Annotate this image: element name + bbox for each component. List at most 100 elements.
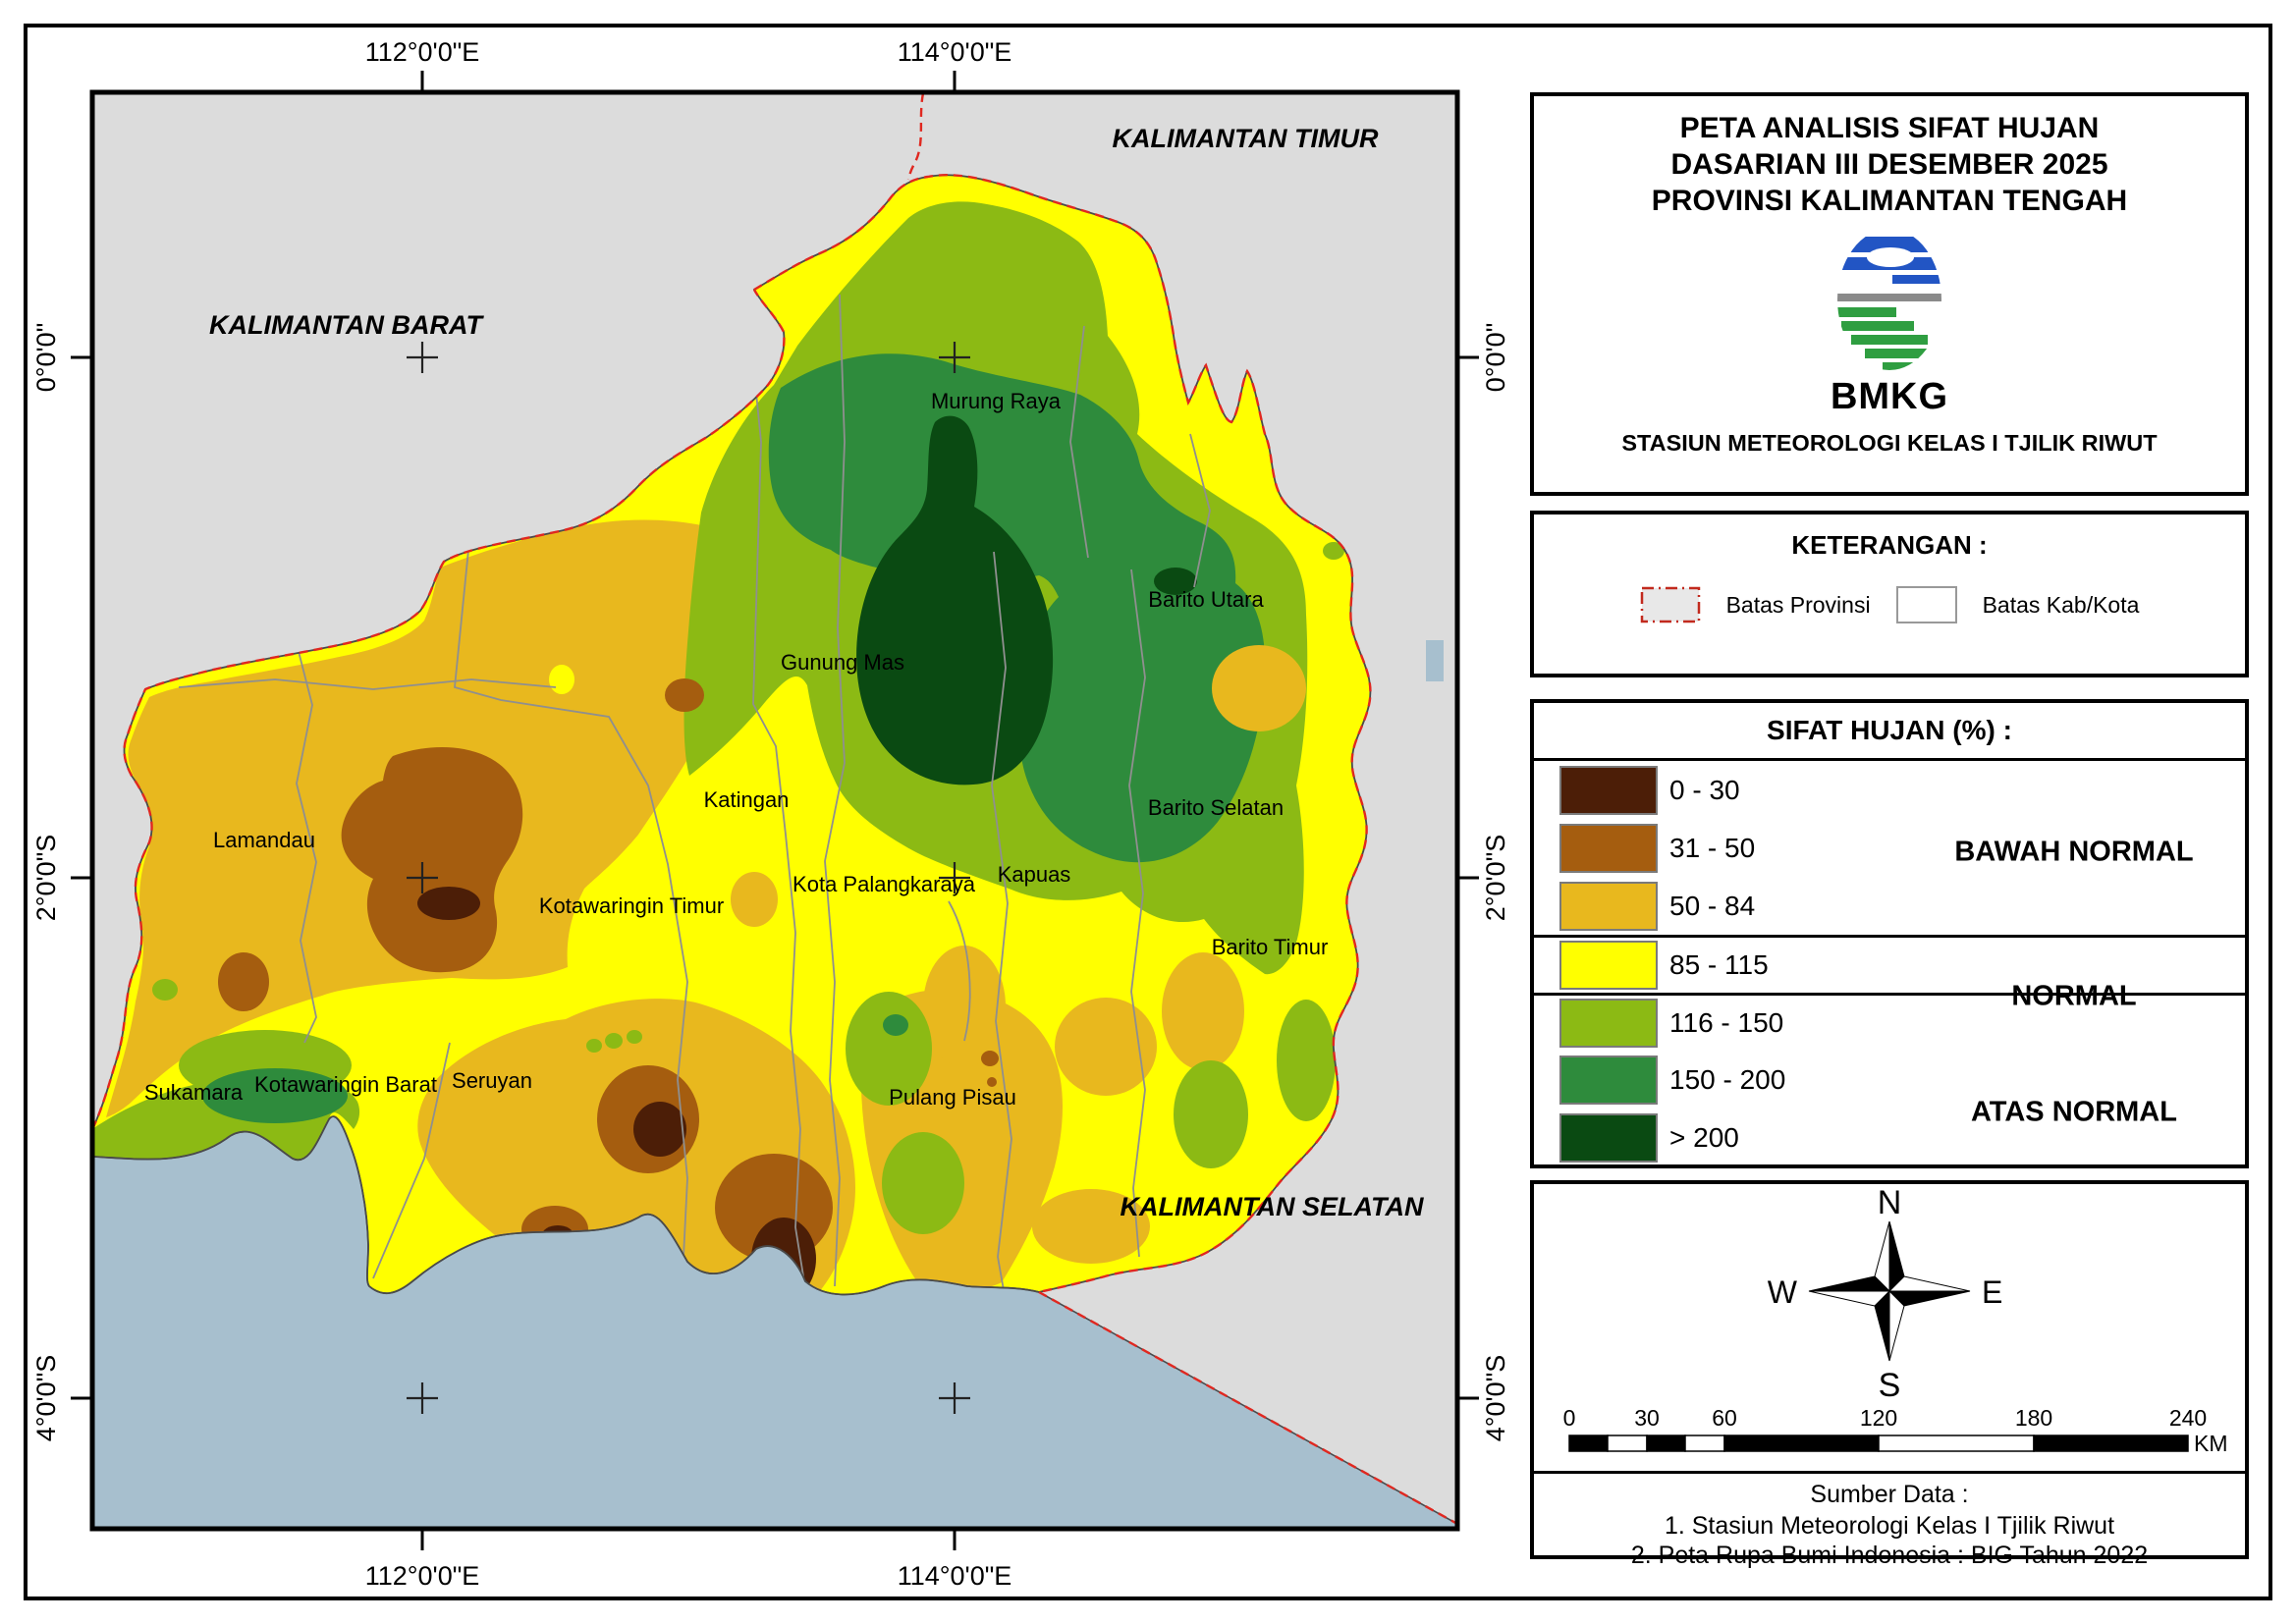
axis-lon-112-bottom: 112°0'0"E (365, 1561, 480, 1591)
label-barito-selatan: Barito Selatan (1148, 795, 1284, 820)
swatch-150-200 (1559, 1055, 1658, 1105)
keterangan-box: KETERANGAN : Batas Provinsi Batas Kab/Ko… (1530, 511, 2249, 677)
rainfall-contours (92, 201, 1344, 1295)
label-katingan: Katingan (704, 787, 790, 812)
keterangan-header: KETERANGAN : (1791, 530, 1988, 560)
map-title-line3: PROVINSI KALIMANTAN TENGAH (1651, 185, 2128, 217)
contour-darkgreen-core (856, 415, 1054, 785)
legend-row-gt200: > 200 (1534, 1109, 2245, 1166)
label-kota-palangkaraya: Kota Palangkaraya (793, 872, 976, 896)
range-gt200: > 200 (1669, 1121, 1739, 1153)
contour-lightgreen-dot1 (586, 1039, 602, 1053)
district-boundaries (93, 294, 1211, 1291)
scale-120: 120 (1860, 1406, 1897, 1431)
swatch-50-84 (1559, 881, 1658, 931)
legend-row-31-50: 31 - 50 (1534, 819, 2245, 877)
batas-provinsi-swatch (1640, 586, 1700, 623)
contour-brown-lamandau (341, 746, 523, 973)
axis-labels: 112°0'0"E 114°0'0"E 112°0'0"E 114°0'0"E … (31, 37, 1510, 1591)
axis-lon-112-top: 112°0'0"E (365, 37, 480, 67)
sumber-data: Sumber Data : 1. Stasiun Meteorologi Kel… (1534, 1480, 2245, 1570)
contour-yellow-dot (549, 665, 574, 694)
label-kapuas: Kapuas (998, 862, 1071, 887)
scale-unit: KM (2194, 1431, 2228, 1456)
axis-lat-4-right: 4°0'0"S (1481, 1355, 1510, 1442)
swatch-0-30 (1559, 765, 1658, 815)
contour-lightgreen-pp-south (882, 1132, 964, 1234)
scale-240: 240 (2169, 1406, 2207, 1431)
group-atas-normal: ATAS NORMAL (1971, 1096, 2177, 1128)
scale-180: 180 (2015, 1406, 2052, 1431)
province-boundary-dash (92, 92, 1457, 1526)
swatch-85-115 (1559, 941, 1658, 990)
range-150-200: 150 - 200 (1669, 1063, 1786, 1095)
range-31-50: 31 - 50 (1669, 832, 1756, 863)
label-sukamara: Sukamara (144, 1080, 244, 1105)
scale-bar: 0 30 60 120 180 240 KM (1563, 1406, 2228, 1456)
graticule-crosses (407, 342, 970, 1414)
contour-midgreen-kobar-core (202, 1068, 348, 1123)
scale-0: 0 (1563, 1406, 1576, 1431)
contour-amber-katingan (731, 872, 778, 927)
compass-n: N (1878, 1188, 1902, 1221)
sea-inlet-east (1426, 640, 1444, 681)
axis-lat-4-left: 4°0'0"S (31, 1355, 61, 1442)
contour-lightgreen-dot-ne (1323, 542, 1344, 560)
legend-row-150-200: 150 - 200 (1534, 1051, 2245, 1109)
label-kotawaringin-barat: Kotawaringin Barat (254, 1072, 437, 1097)
label-pulang-pisau: Pulang Pisau (889, 1085, 1016, 1110)
sumber-divider (1534, 1471, 2245, 1474)
batas-kabkota-swatch (1895, 586, 1957, 623)
compass-scale-box: N W E S 0 30 60 120 180 240 KM Sumber Da… (1530, 1180, 2249, 1569)
sumber-line1: 1. Stasiun Meteorologi Kelas I Tjilik Ri… (1664, 1512, 2115, 1540)
contour-lightgreen-dot3 (627, 1030, 642, 1044)
axis-ticks (71, 71, 1479, 1550)
swatch-116-150 (1559, 999, 1658, 1048)
region-labels: Murung Raya Gunung Mas Barito Utara Bari… (144, 389, 1328, 1110)
contour-lightgreen-se1 (1174, 1060, 1248, 1168)
sumber-header: Sumber Data : (1810, 1481, 1969, 1508)
contour-brown-west (218, 952, 269, 1011)
label-lamandau: Lamandau (213, 828, 315, 852)
legend-row-50-84: 50 - 84 (1534, 877, 2245, 935)
compass-e: E (1982, 1274, 2002, 1310)
contour-amber-coast-se (1032, 1189, 1150, 1264)
contour-lightgreen-se2 (1277, 1000, 1336, 1121)
group-bawah-normal: BAWAH NORMAL (1954, 836, 2194, 868)
rain-legend-box: SIFAT HUJAN (%) : 0 - 30 31 - 50 50 - 84… (1530, 699, 2249, 1168)
contour-amber-baritotimur (1162, 952, 1244, 1070)
label-kalimantan-barat: KALIMANTAN BARAT (209, 310, 484, 340)
axis-lat-0-left: 0°0'0" (31, 323, 61, 393)
title-box: PETA ANALISIS SIFAT HUJAN DASARIAN III D… (1530, 92, 2249, 496)
swatch-gt200 (1559, 1112, 1658, 1163)
range-85-115: 85 - 115 (1669, 949, 1769, 980)
map-area: KALIMANTAN BARAT KALIMANTAN TIMUR KALIMA… (92, 92, 1457, 1529)
compass-s: S (1879, 1367, 1901, 1404)
range-116-150: 116 - 150 (1669, 1007, 1784, 1038)
bmkg-logo-icon (1837, 229, 1941, 370)
scale-30: 30 (1634, 1406, 1660, 1431)
label-kalimantan-selatan: KALIMANTAN SELATAN (1121, 1192, 1424, 1221)
group-normal: NORMAL (2011, 980, 2137, 1012)
axis-lat-2-right: 2°0'0"S (1481, 835, 1510, 922)
legend-row-85-115: 85 - 115 (1534, 935, 2245, 993)
contour-brown-kotim-north (665, 678, 704, 712)
rain-legend-header: SIFAT HUJAN (%) : (1534, 703, 2245, 761)
bmkg-logo-text: BMKG (1830, 376, 1949, 417)
map-frame (89, 89, 1460, 1532)
sumber-line2: 2. Peta Rupa Bumi Indonesia : BIG Tahun … (1630, 1542, 2149, 1569)
legend-row-0-30: 0 - 30 (1534, 761, 2245, 819)
batas-kabkota-label: Batas Kab/Kota (1982, 591, 2140, 618)
contour-midgreen-central (768, 353, 1266, 863)
axis-lon-114-bottom: 114°0'0"E (898, 1561, 1012, 1591)
map-title-line1: PETA ANALISIS SIFAT HUJAN (1679, 112, 2100, 144)
label-kotawaringin-timur: Kotawaringin Timur (539, 893, 724, 918)
range-50-84: 50 - 84 (1669, 890, 1756, 921)
legend-row-116-150: 116 - 150 (1534, 993, 2245, 1051)
contour-darkbrown-seruyan (633, 1102, 686, 1157)
contour-amber-kapuas-south (1055, 998, 1157, 1096)
axis-lat-0-right: 0°0'0" (1481, 323, 1510, 393)
compass-w: W (1768, 1274, 1798, 1310)
